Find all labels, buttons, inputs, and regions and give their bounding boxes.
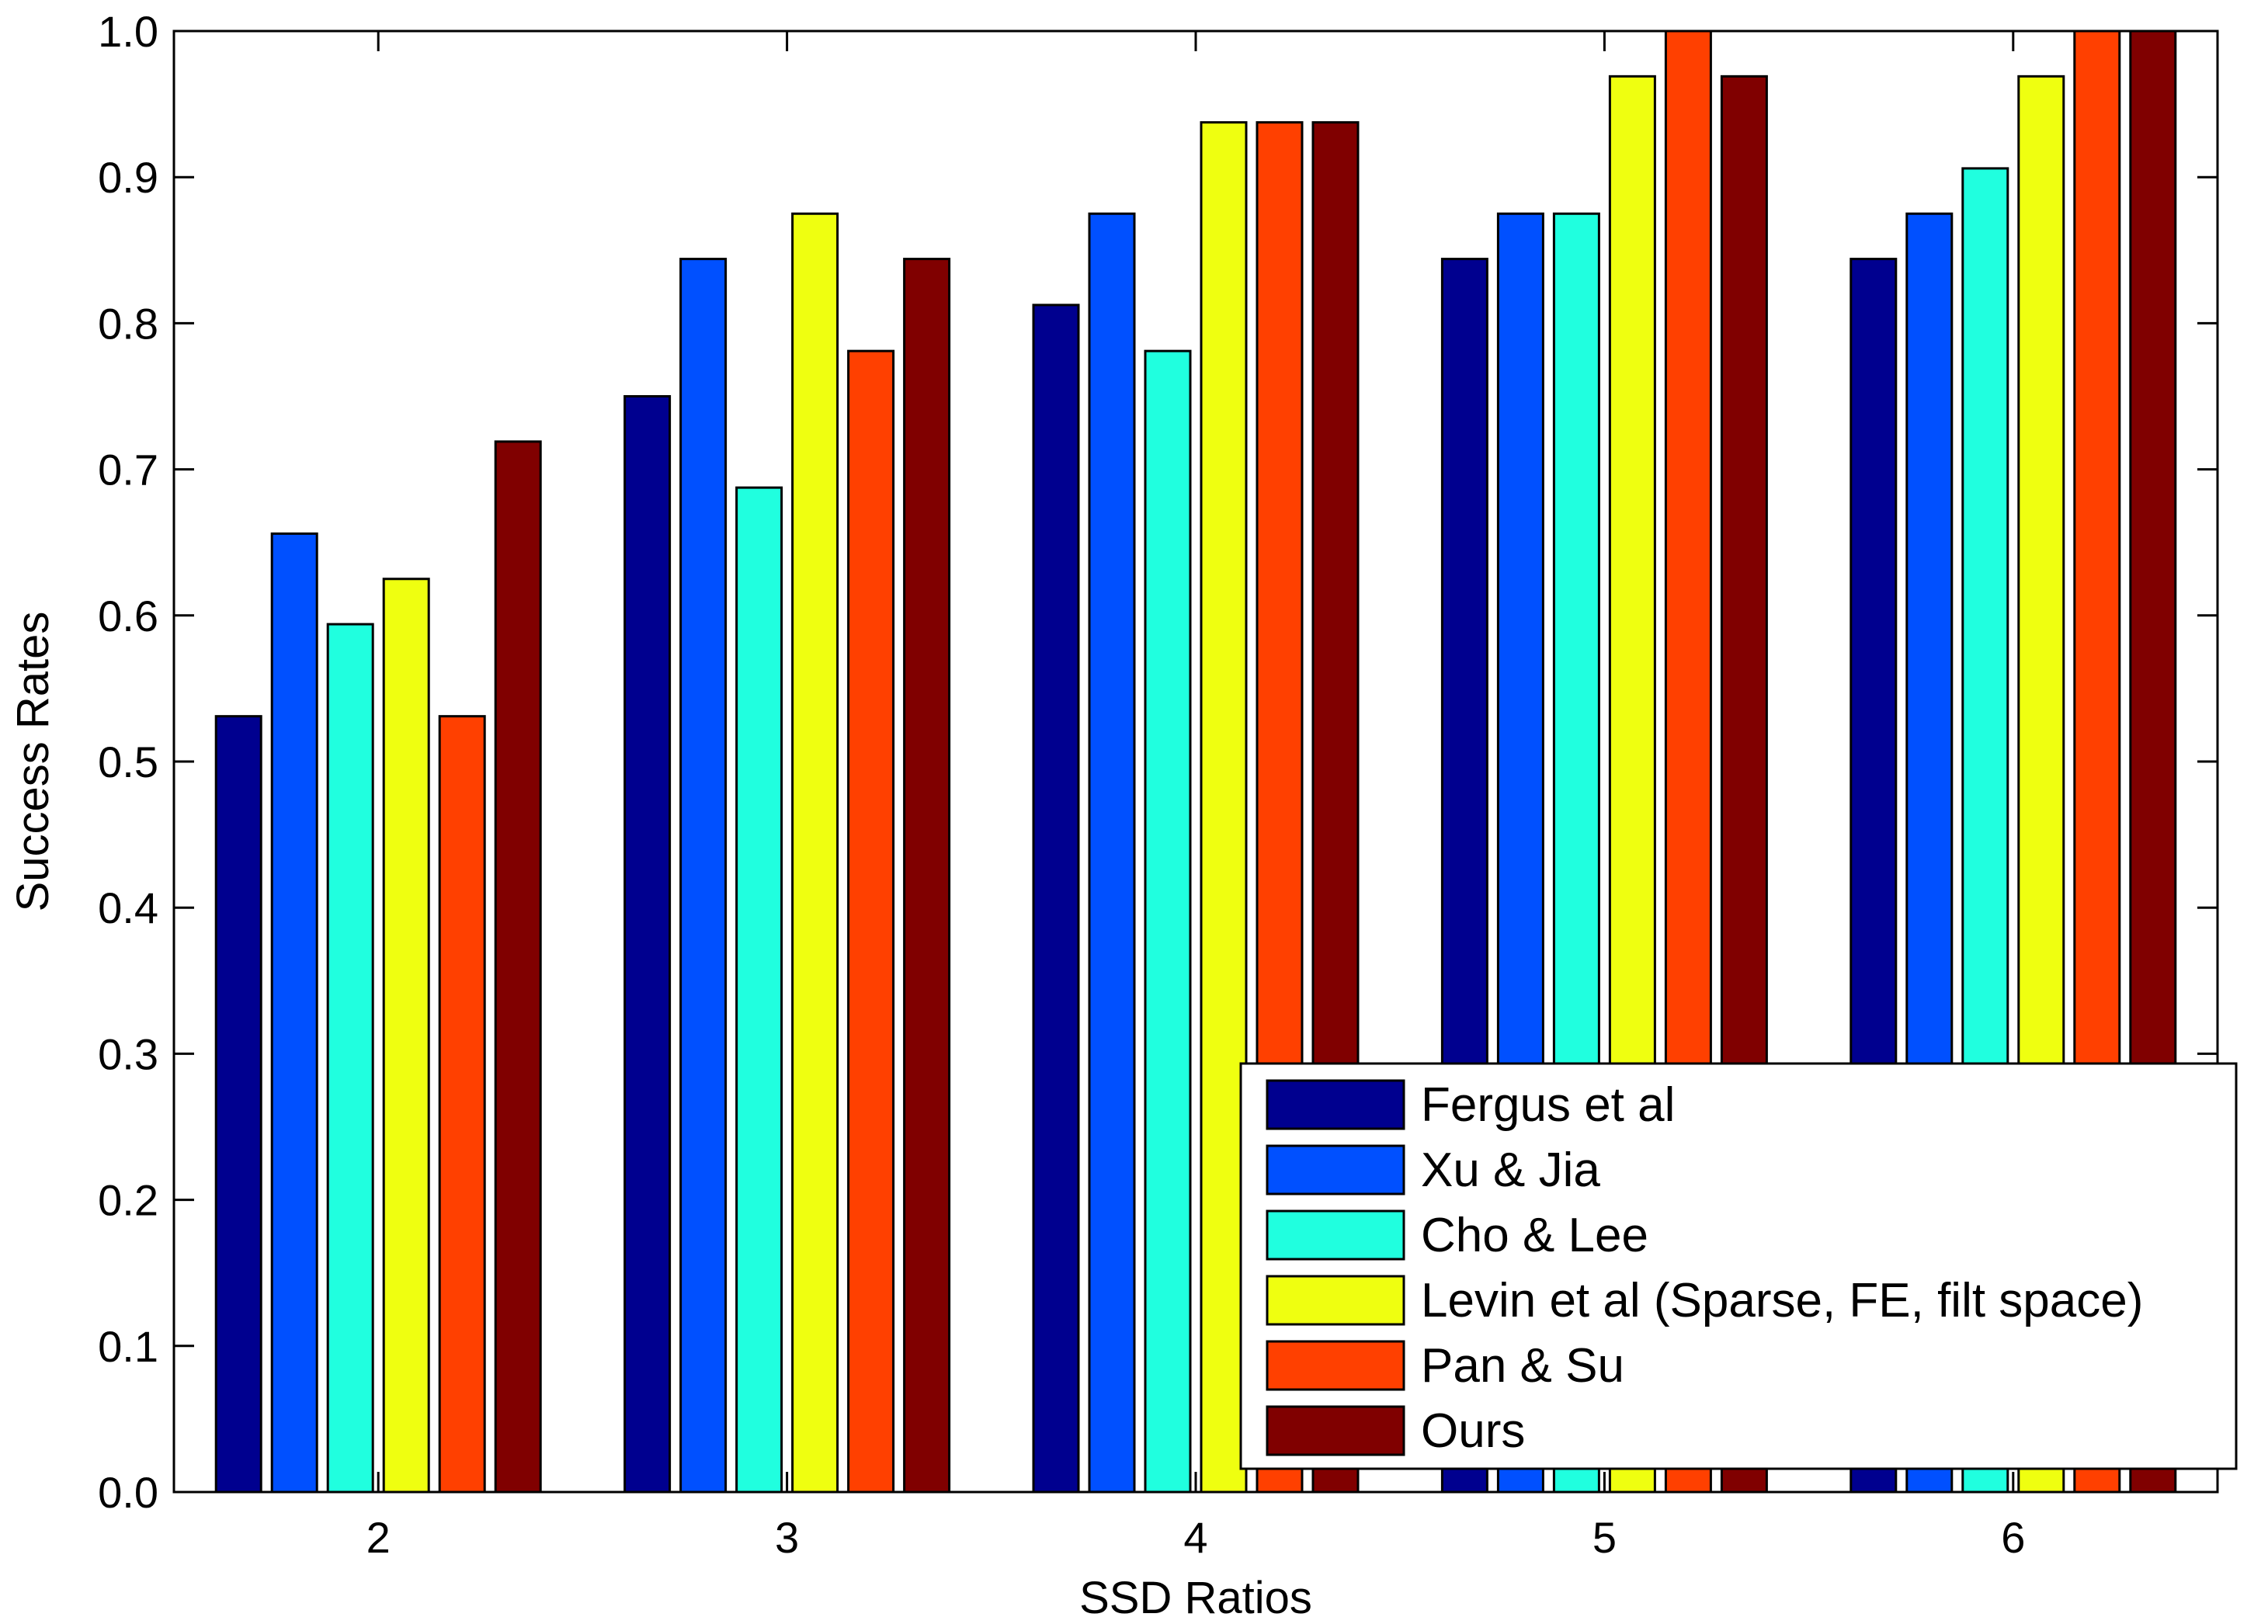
legend-swatch [1266, 1340, 1405, 1391]
y-tick-label: 0.3 [98, 1029, 158, 1078]
legend-label: Cho & Lee [1421, 1209, 1648, 1262]
y-tick-label: 0.8 [98, 299, 158, 348]
y-tick-label: 0.0 [98, 1468, 158, 1517]
y-tick-label: 0.2 [98, 1176, 158, 1225]
legend-label: Ours [1421, 1404, 1525, 1458]
y-axis-title: Success Rates [8, 612, 58, 912]
bar-fergus-et-al-4 [1032, 304, 1080, 1494]
y-tick-label: 0.5 [98, 737, 158, 786]
bar-ours-3 [903, 258, 951, 1494]
legend-swatch [1266, 1405, 1405, 1456]
legend-label: Fergus et al [1421, 1078, 1675, 1132]
bar-ours-2 [494, 440, 542, 1494]
bar-pan-su-3 [847, 349, 895, 1494]
bar-fergus-et-al-2 [214, 715, 262, 1494]
legend: Fergus et al Xu & Jia Cho & Lee Levin et al… [1239, 1062, 2238, 1470]
bar-xu-jia-4 [1088, 212, 1136, 1494]
y-tick-label: 0.1 [98, 1322, 158, 1371]
legend-swatch [1266, 1275, 1405, 1326]
y-tick-label: 0.6 [98, 592, 158, 640]
legend-swatch [1266, 1079, 1405, 1130]
bar-levin-et-al-sparse-fe-filt-space--2 [382, 578, 430, 1494]
legend-box [1239, 1062, 2238, 1470]
legend-swatch [1266, 1144, 1405, 1195]
bar-xu-jia-2 [270, 532, 318, 1494]
legend-label: Xu & Jia [1421, 1143, 1600, 1197]
bar-cho-lee-4 [1144, 349, 1192, 1494]
y-tick-label: 1.0 [98, 7, 158, 56]
legend-label: Levin et al (Sparse, FE, filt space) [1421, 1274, 2143, 1327]
bar-cho-lee-3 [735, 486, 783, 1494]
bar-pan-su-2 [438, 715, 486, 1494]
bar-xu-jia-3 [679, 258, 728, 1494]
bar-fergus-et-al-3 [623, 395, 672, 1494]
x-tick-label: 2 [366, 1513, 391, 1562]
y-tick-label: 0.9 [98, 153, 158, 202]
x-tick-label: 5 [1592, 1513, 1617, 1562]
bar-levin-et-al-sparse-fe-filt-space--4 [1200, 121, 1248, 1494]
legend-label: Pan & Su [1421, 1339, 1624, 1393]
x-axis-title: SSD Ratios [1079, 1573, 1312, 1623]
x-tick-label: 6 [2001, 1513, 2025, 1562]
y-tick-label: 0.4 [98, 883, 158, 932]
legend-swatch [1266, 1209, 1405, 1261]
x-tick-label: 4 [1183, 1513, 1207, 1562]
y-tick-label: 0.7 [98, 446, 158, 494]
x-tick-label: 3 [775, 1513, 799, 1562]
bar-levin-et-al-sparse-fe-filt-space--3 [791, 212, 839, 1494]
bar-cho-lee-2 [326, 623, 374, 1494]
